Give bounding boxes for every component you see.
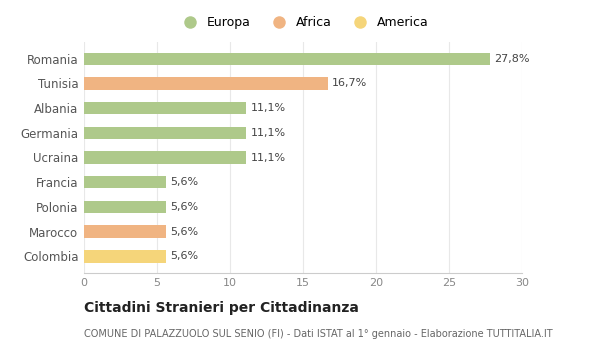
Bar (84, 127, 246, 139)
Text: 5,6%: 5,6% (170, 226, 198, 237)
Text: Cittadini Stranieri per Cittadinanza: Cittadini Stranieri per Cittadinanza (84, 301, 359, 315)
Text: COMUNE DI PALAZZUOLO SUL SENIO (FI) - Dati ISTAT al 1° gennaio - Elaborazione TU: COMUNE DI PALAZZUOLO SUL SENIO (FI) - Da… (84, 329, 553, 339)
Legend: Europa, Africa, America: Europa, Africa, America (175, 14, 431, 32)
Bar (84, 250, 166, 262)
Text: 5,6%: 5,6% (170, 202, 198, 212)
Bar (84, 201, 166, 213)
Bar (84, 176, 166, 188)
Text: 16,7%: 16,7% (332, 78, 367, 89)
Text: 11,1%: 11,1% (250, 128, 286, 138)
Text: 11,1%: 11,1% (250, 153, 286, 162)
Bar (84, 52, 490, 65)
Bar (84, 77, 328, 90)
Text: 11,1%: 11,1% (250, 103, 286, 113)
Bar (84, 225, 166, 238)
Text: 27,8%: 27,8% (494, 54, 530, 64)
Text: 5,6%: 5,6% (170, 251, 198, 261)
Bar (84, 102, 246, 114)
Text: 5,6%: 5,6% (170, 177, 198, 187)
Bar (84, 151, 246, 164)
